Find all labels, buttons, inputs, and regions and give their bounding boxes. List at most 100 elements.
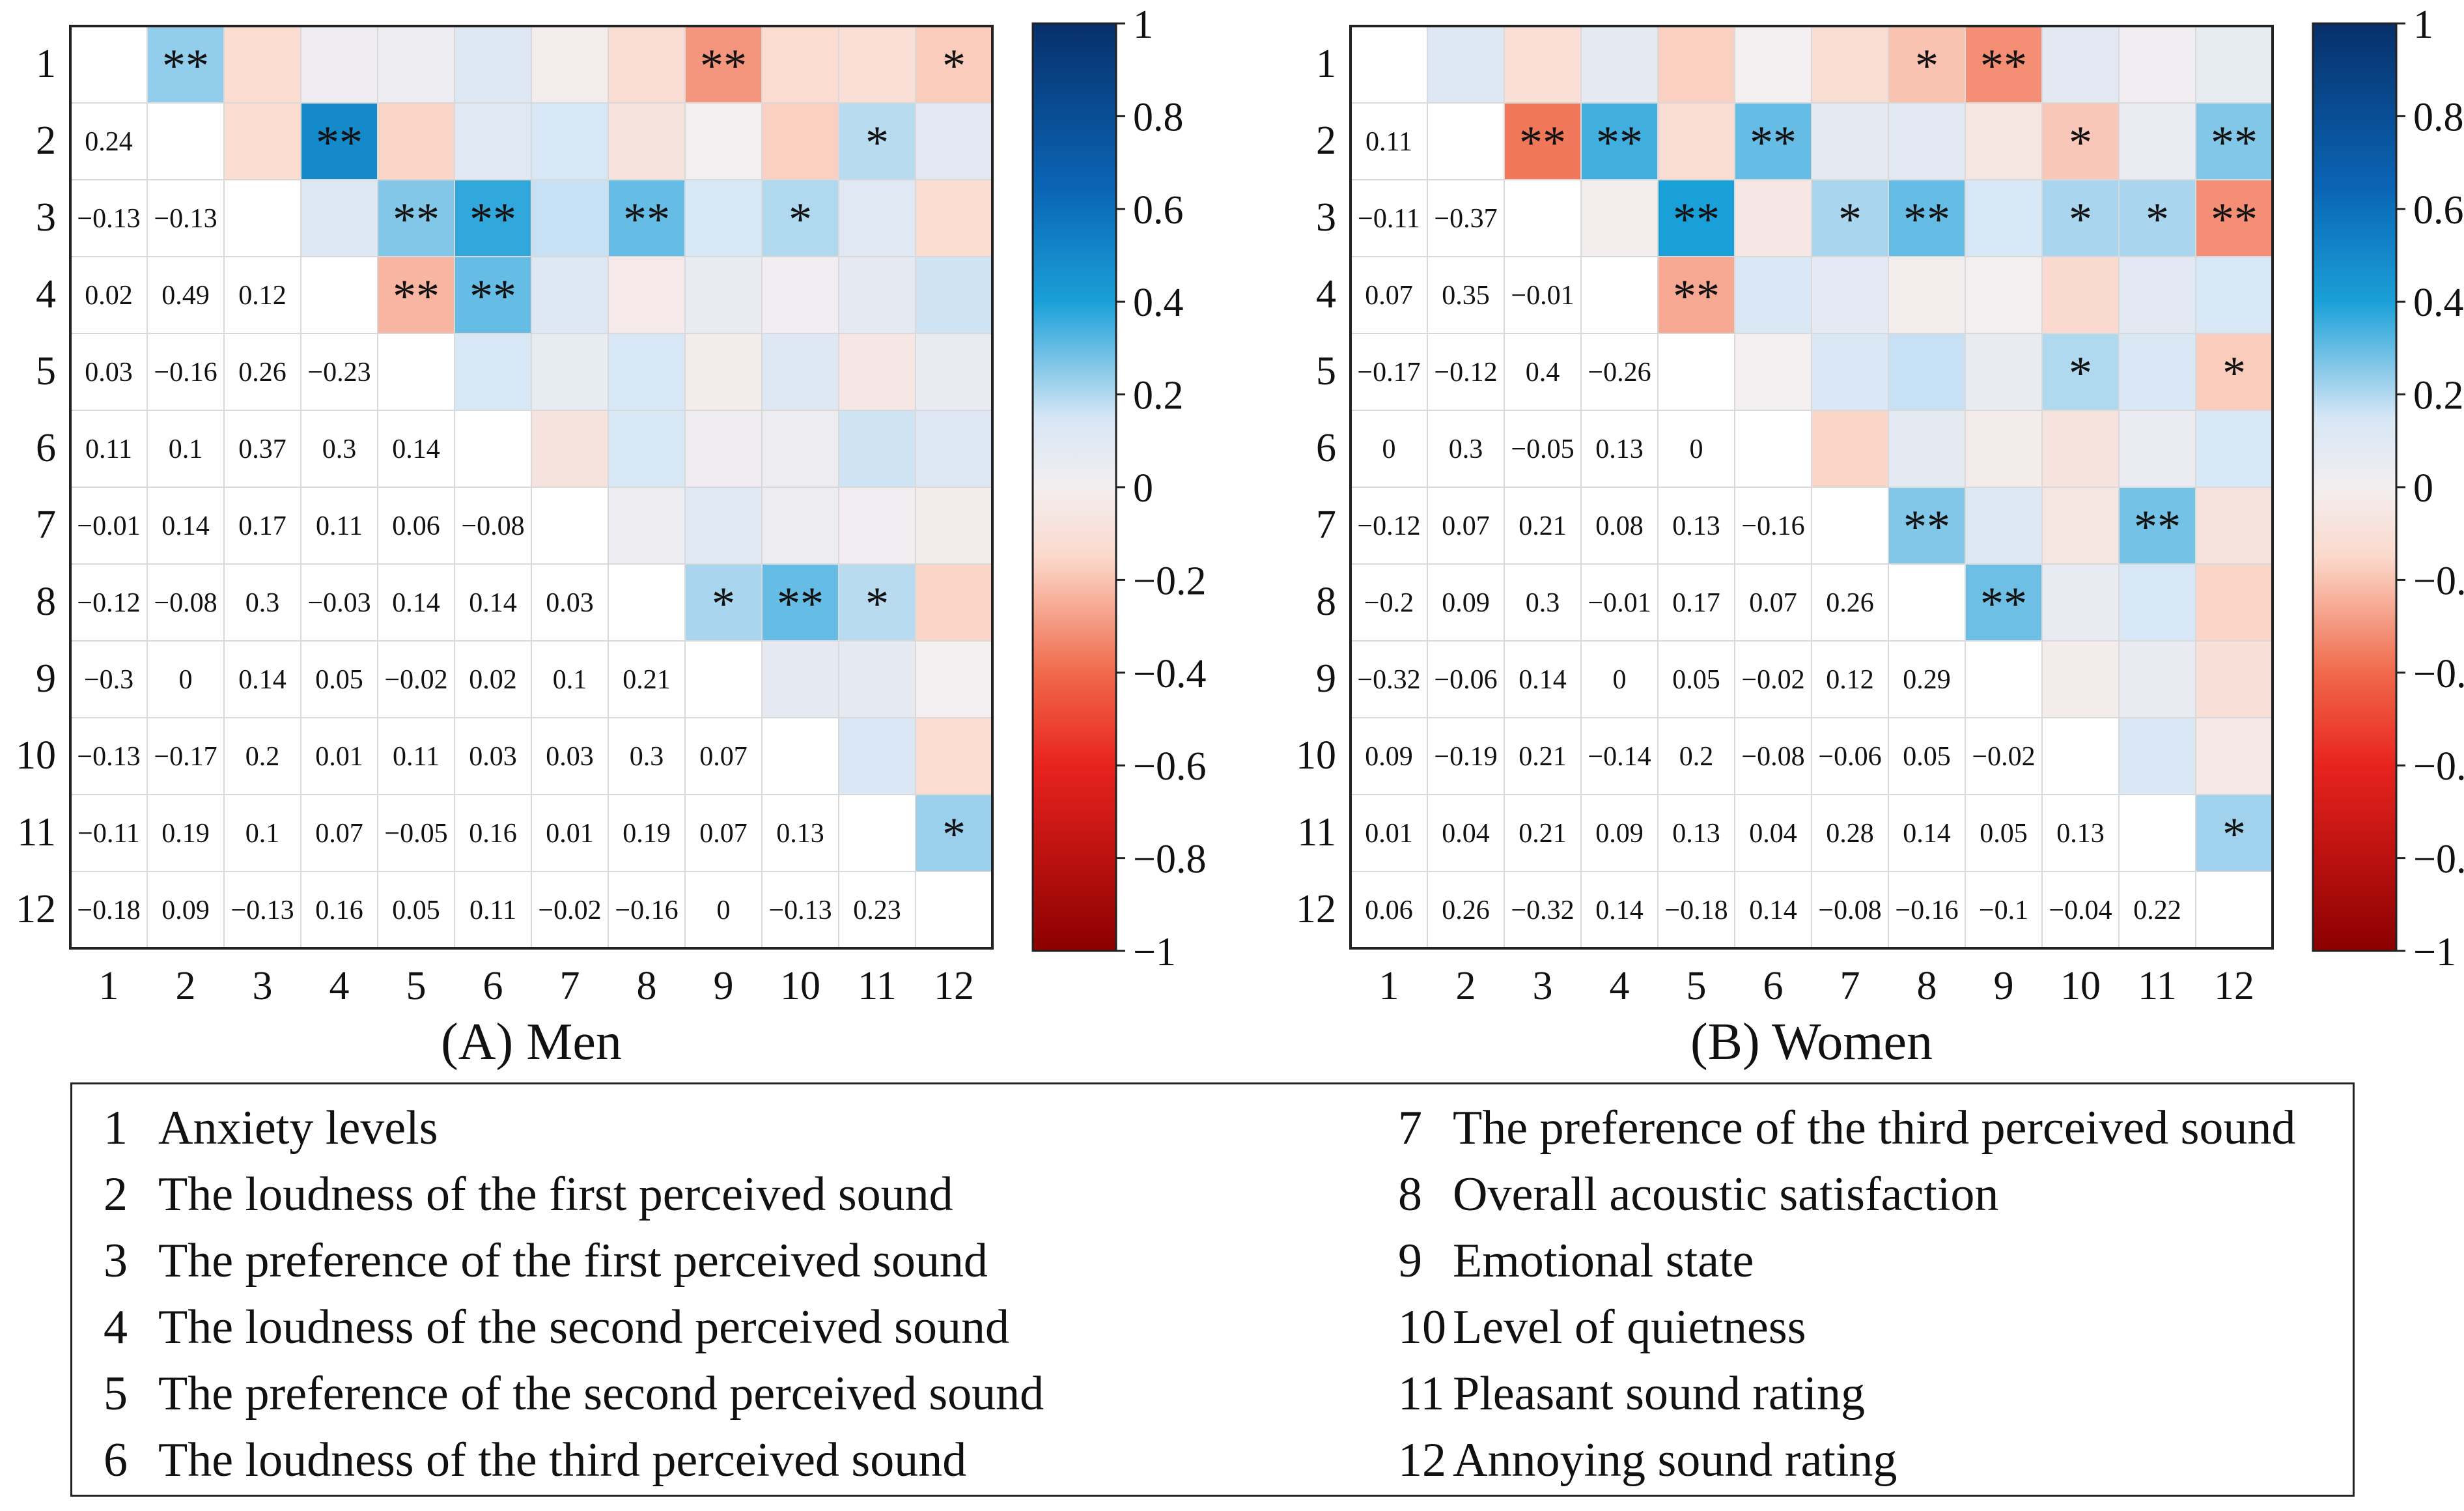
heatmap-cell-9-10 bbox=[762, 641, 839, 718]
significance-mark-1-12: * bbox=[942, 40, 966, 92]
heatmap-cell-6-8 bbox=[608, 410, 685, 487]
heatmap-cell-5-10 bbox=[2042, 333, 2119, 410]
heatmap-cell-4-6 bbox=[455, 257, 531, 333]
correlation-value-6-4: 0.3 bbox=[322, 434, 357, 464]
heatmap-cell-3-12 bbox=[2196, 180, 2273, 257]
heatmap-cell-3-12 bbox=[916, 180, 992, 257]
column-label-12: 12 bbox=[2214, 964, 2254, 1008]
correlation-value-7-6: −0.08 bbox=[461, 511, 524, 541]
correlation-value-11-10: 0.13 bbox=[2056, 819, 2105, 849]
significance-mark-4-5: ** bbox=[393, 270, 440, 322]
correlation-value-12-8: −0.16 bbox=[1895, 896, 1958, 925]
column-label-9: 9 bbox=[714, 964, 734, 1008]
row-label-4: 4 bbox=[36, 272, 56, 317]
heatmap-cell-6-11 bbox=[2119, 410, 2196, 487]
correlation-value-4-3: −0.01 bbox=[1511, 281, 1574, 311]
correlation-value-7-5: 0.13 bbox=[1672, 511, 1720, 541]
heatmap-cell-1-11 bbox=[839, 26, 916, 103]
correlation-value-12-11: 0.23 bbox=[853, 896, 901, 925]
correlation-value-10-9: 0.07 bbox=[699, 742, 748, 772]
significance-mark-11-12: * bbox=[2222, 808, 2246, 860]
correlation-value-10-5: 0.2 bbox=[1679, 742, 1714, 772]
heatmap-cell-1-3 bbox=[224, 26, 301, 103]
correlation-value-11-5: −0.05 bbox=[384, 819, 447, 849]
column-label-5: 5 bbox=[406, 964, 427, 1008]
correlation-value-11-5: 0.13 bbox=[1672, 819, 1720, 849]
correlation-value-7-3: 0.21 bbox=[1519, 511, 1567, 541]
heatmap-cell-3-10 bbox=[762, 180, 839, 257]
correlation-value-11-10: 0.13 bbox=[776, 819, 824, 849]
heatmap-cell-7-12 bbox=[916, 487, 992, 564]
correlation-value-11-4: 0.07 bbox=[315, 819, 363, 849]
correlation-value-12-11: 0.22 bbox=[2133, 896, 2181, 925]
correlation-value-9-1: −0.32 bbox=[1357, 665, 1420, 695]
significance-mark-3-10: * bbox=[2069, 193, 2092, 246]
row-label-10: 10 bbox=[16, 733, 56, 778]
heatmap-cell-3-7 bbox=[1812, 180, 1888, 257]
column-label-10: 10 bbox=[780, 964, 820, 1008]
row-label-2: 2 bbox=[1316, 119, 1336, 163]
significance-mark-3-8: ** bbox=[1903, 193, 1950, 246]
legend-item-1: 1 Anxiety levels bbox=[104, 1101, 438, 1155]
correlation-value-11-6: 0.04 bbox=[1749, 819, 1797, 849]
colorbar-tick-label-10: −1 bbox=[1133, 930, 1176, 974]
column-label-8: 8 bbox=[637, 964, 657, 1008]
correlation-value-12-1: −0.18 bbox=[77, 896, 140, 925]
row-label-4: 4 bbox=[1316, 272, 1336, 317]
colorbar-tick-label-1: 0.8 bbox=[2413, 95, 2464, 139]
heatmap-cell-5-6 bbox=[1735, 333, 1812, 410]
correlation-value-8-5: 0.17 bbox=[1672, 588, 1720, 618]
heatmap-cell-6-12 bbox=[916, 410, 992, 487]
heatmap-cell-9-12 bbox=[2196, 641, 2273, 718]
colorbar-tick-label-3: 0.4 bbox=[1133, 281, 1184, 325]
significance-mark-8-10: ** bbox=[777, 578, 824, 630]
correlation-value-12-9: −0.1 bbox=[1979, 896, 2028, 925]
correlation-value-7-6: −0.16 bbox=[1741, 511, 1804, 541]
heatmap-cell-9-12 bbox=[916, 641, 992, 718]
correlation-value-2-1: 0.11 bbox=[1365, 127, 1412, 157]
heatmap-cell-4-7 bbox=[531, 257, 608, 333]
heatmap-cell-8-9 bbox=[1965, 564, 2042, 641]
column-label-3: 3 bbox=[253, 964, 273, 1008]
correlation-value-8-4: −0.01 bbox=[1588, 588, 1651, 618]
heatmap-cell-2-6 bbox=[455, 103, 531, 180]
heatmap-cell-9-10 bbox=[2042, 641, 2119, 718]
correlation-value-11-9: 0.07 bbox=[699, 819, 748, 849]
colorbar-tick-label-0: 1 bbox=[1133, 3, 1153, 47]
heatmap-cell-8-12 bbox=[916, 564, 992, 641]
correlation-value-12-1: 0.06 bbox=[1365, 896, 1413, 925]
significance-mark-7-11: ** bbox=[2134, 501, 2181, 553]
heatmap-cell-4-10 bbox=[762, 257, 839, 333]
heatmap-cell-5-9 bbox=[1965, 333, 2042, 410]
heatmap-cell-7-9 bbox=[685, 487, 762, 564]
panel-title: (A) Men bbox=[441, 1013, 622, 1071]
correlation-value-5-2: −0.16 bbox=[154, 358, 217, 388]
heatmap-cell-8-11 bbox=[2119, 564, 2196, 641]
correlation-value-12-4: 0.14 bbox=[1595, 896, 1644, 925]
correlation-value-8-7: 0.03 bbox=[546, 588, 594, 618]
heatmap-cell-6-12 bbox=[2196, 410, 2273, 487]
heatmap-cell-6-10 bbox=[762, 410, 839, 487]
heatmap-cell-2-6 bbox=[1735, 103, 1812, 180]
significance-mark-2-3: ** bbox=[1519, 117, 1566, 169]
correlation-value-7-2: 0.14 bbox=[161, 511, 210, 541]
heatmap-cell-10-12 bbox=[2196, 718, 2273, 795]
row-label-6: 6 bbox=[1316, 426, 1336, 470]
correlation-value-12-6: 0.14 bbox=[1749, 896, 1797, 925]
heatmap-cell-1-6 bbox=[1735, 26, 1812, 103]
heatmap-cell-1-2 bbox=[1427, 26, 1504, 103]
correlation-value-10-9: −0.02 bbox=[1972, 742, 2035, 772]
heatmap-cell-8-12 bbox=[2196, 564, 2273, 641]
heatmap-cell-2-4 bbox=[1581, 103, 1658, 180]
column-label-12: 12 bbox=[934, 964, 974, 1008]
correlation-value-3-1: −0.11 bbox=[1358, 204, 1420, 234]
correlation-value-11-9: 0.05 bbox=[1980, 819, 2028, 849]
column-label-6: 6 bbox=[483, 964, 503, 1008]
heatmap-cell-9-11 bbox=[839, 641, 916, 718]
row-label-6: 6 bbox=[36, 426, 56, 470]
correlation-value-5-3: 0.26 bbox=[238, 358, 287, 388]
heatmap-cell-11-12 bbox=[2196, 795, 2273, 871]
correlation-value-9-7: 0.12 bbox=[1826, 665, 1874, 695]
significance-mark-5-10: * bbox=[2069, 347, 2092, 399]
legend-item-11: 11 Pleasant sound rating bbox=[1398, 1367, 1866, 1420]
